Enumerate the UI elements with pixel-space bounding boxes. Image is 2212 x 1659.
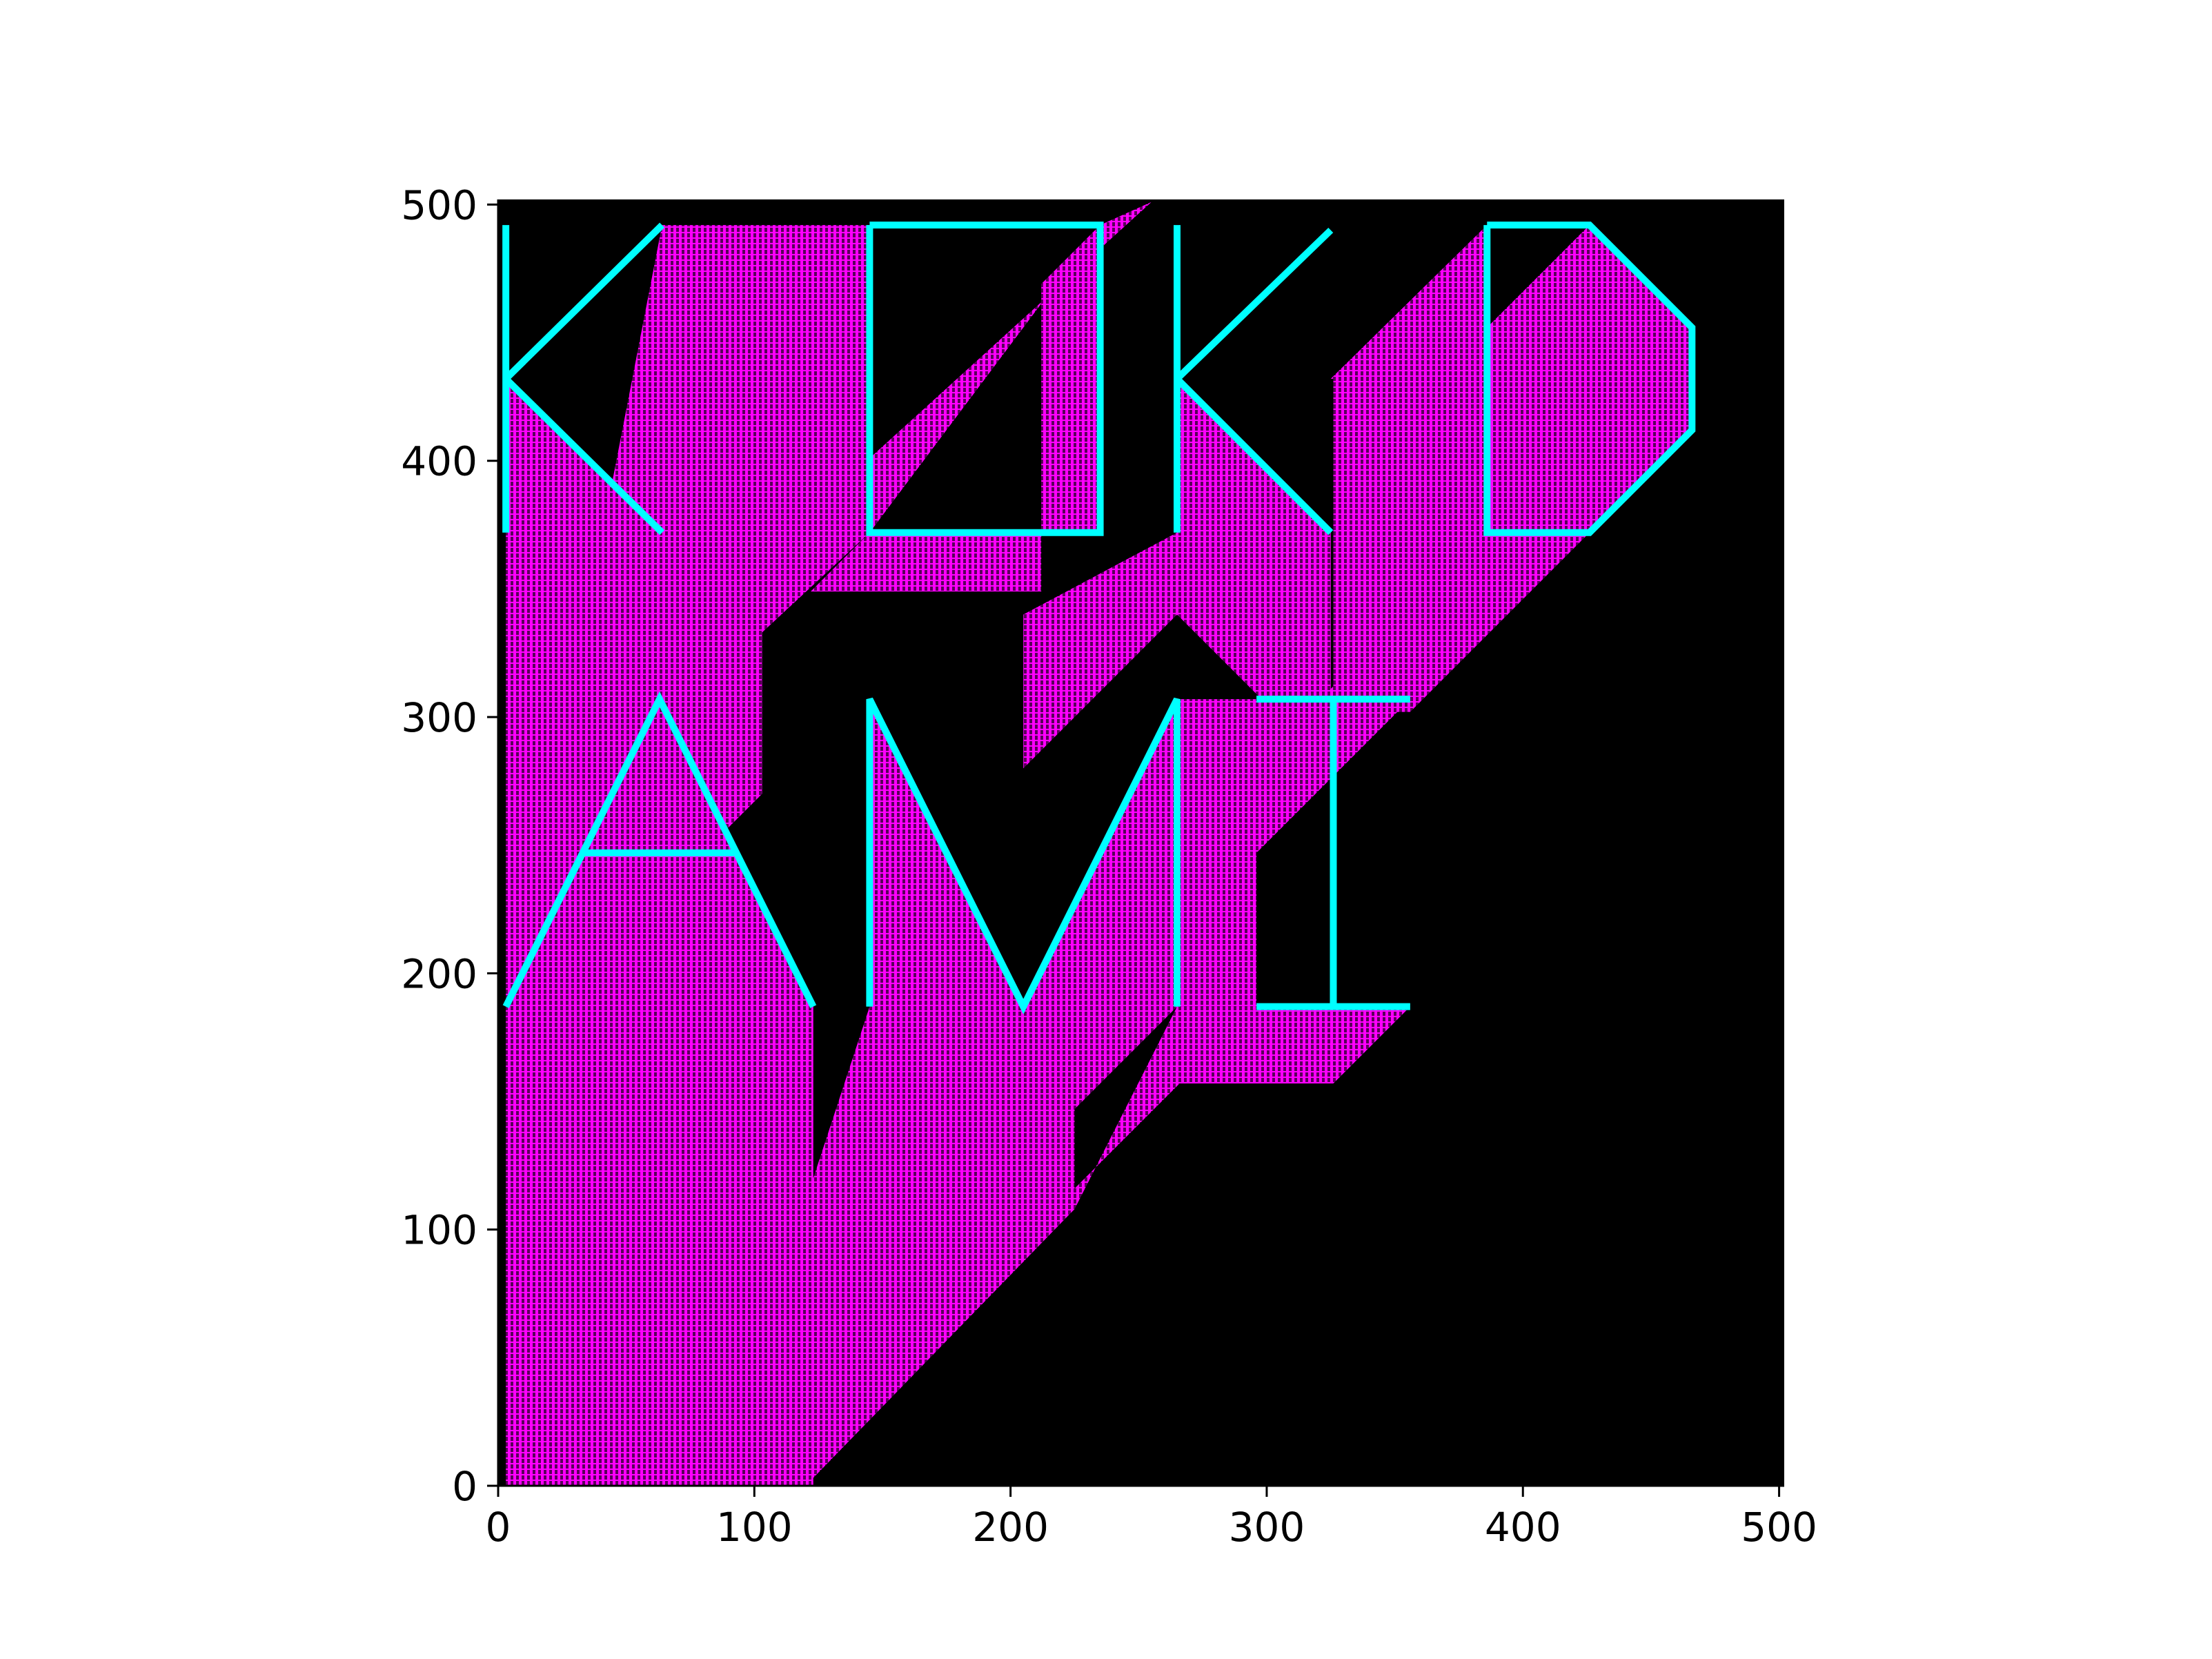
trail-region-9 [1307, 532, 1590, 712]
y-tick-label: 100 [401, 1207, 477, 1254]
x-tick-label: 100 [716, 1504, 793, 1551]
letter-stroke [1174, 227, 1334, 382]
letter-k-2 [1173, 225, 1334, 536]
plot-area [498, 199, 1784, 1486]
letter-stroke [1483, 222, 1696, 536]
trail-region-10 [506, 699, 813, 1156]
letter-o-1 [866, 222, 1104, 536]
trail-region-11 [506, 1006, 813, 1289]
y-tick-label: 500 [401, 181, 477, 228]
trail-region-7 [1330, 225, 1488, 687]
letter-k-0 [502, 222, 665, 536]
letter-d-3 [1483, 222, 1696, 536]
x-ticks: 0 100 200 300 400 500 [486, 1486, 1817, 1551]
x-tick-label: 200 [972, 1504, 1049, 1551]
letter-m-5 [866, 697, 1181, 1014]
letter-stroke [503, 222, 665, 382]
trail-region-14 [1176, 699, 1410, 1007]
letter-stroke [503, 376, 665, 536]
letter-layer [502, 222, 1696, 1014]
x-tick-label: 300 [1229, 1504, 1305, 1551]
y-ticks: 0 100 200 300 400 500 [401, 181, 498, 1510]
trail-region-6 [1023, 532, 1331, 769]
trail-region-16 [818, 1006, 1257, 1445]
x-tick-label: 500 [1741, 1504, 1817, 1551]
letter-stroke [866, 697, 1181, 1014]
trail-layer [506, 202, 1692, 1486]
letter-stroke [1174, 376, 1334, 536]
trail-region-17 [611, 225, 870, 533]
axes: 0 100 200 300 400 500 0 100 200 300 400 500 [401, 181, 1817, 1551]
y-tick-label: 400 [401, 438, 477, 485]
trail-region-13 [506, 699, 1177, 1486]
letter-stroke [502, 691, 817, 1008]
x-tick-label: 400 [1485, 1504, 1561, 1551]
x-tick-label: 0 [486, 1504, 511, 1551]
y-tick-label: 200 [401, 950, 477, 997]
letter-stroke [866, 222, 1104, 536]
letter-a-4 [502, 691, 817, 1008]
y-tick-label: 300 [401, 694, 477, 741]
y-tick-label: 0 [452, 1463, 477, 1510]
trail-region-3 [811, 225, 1100, 592]
trail-region-0 [506, 378, 762, 794]
trail-region-8 [1487, 225, 1692, 533]
trail-region-15 [1179, 1006, 1410, 1084]
letter-i-6 [1256, 696, 1410, 1010]
trail-region-5 [1176, 378, 1331, 684]
